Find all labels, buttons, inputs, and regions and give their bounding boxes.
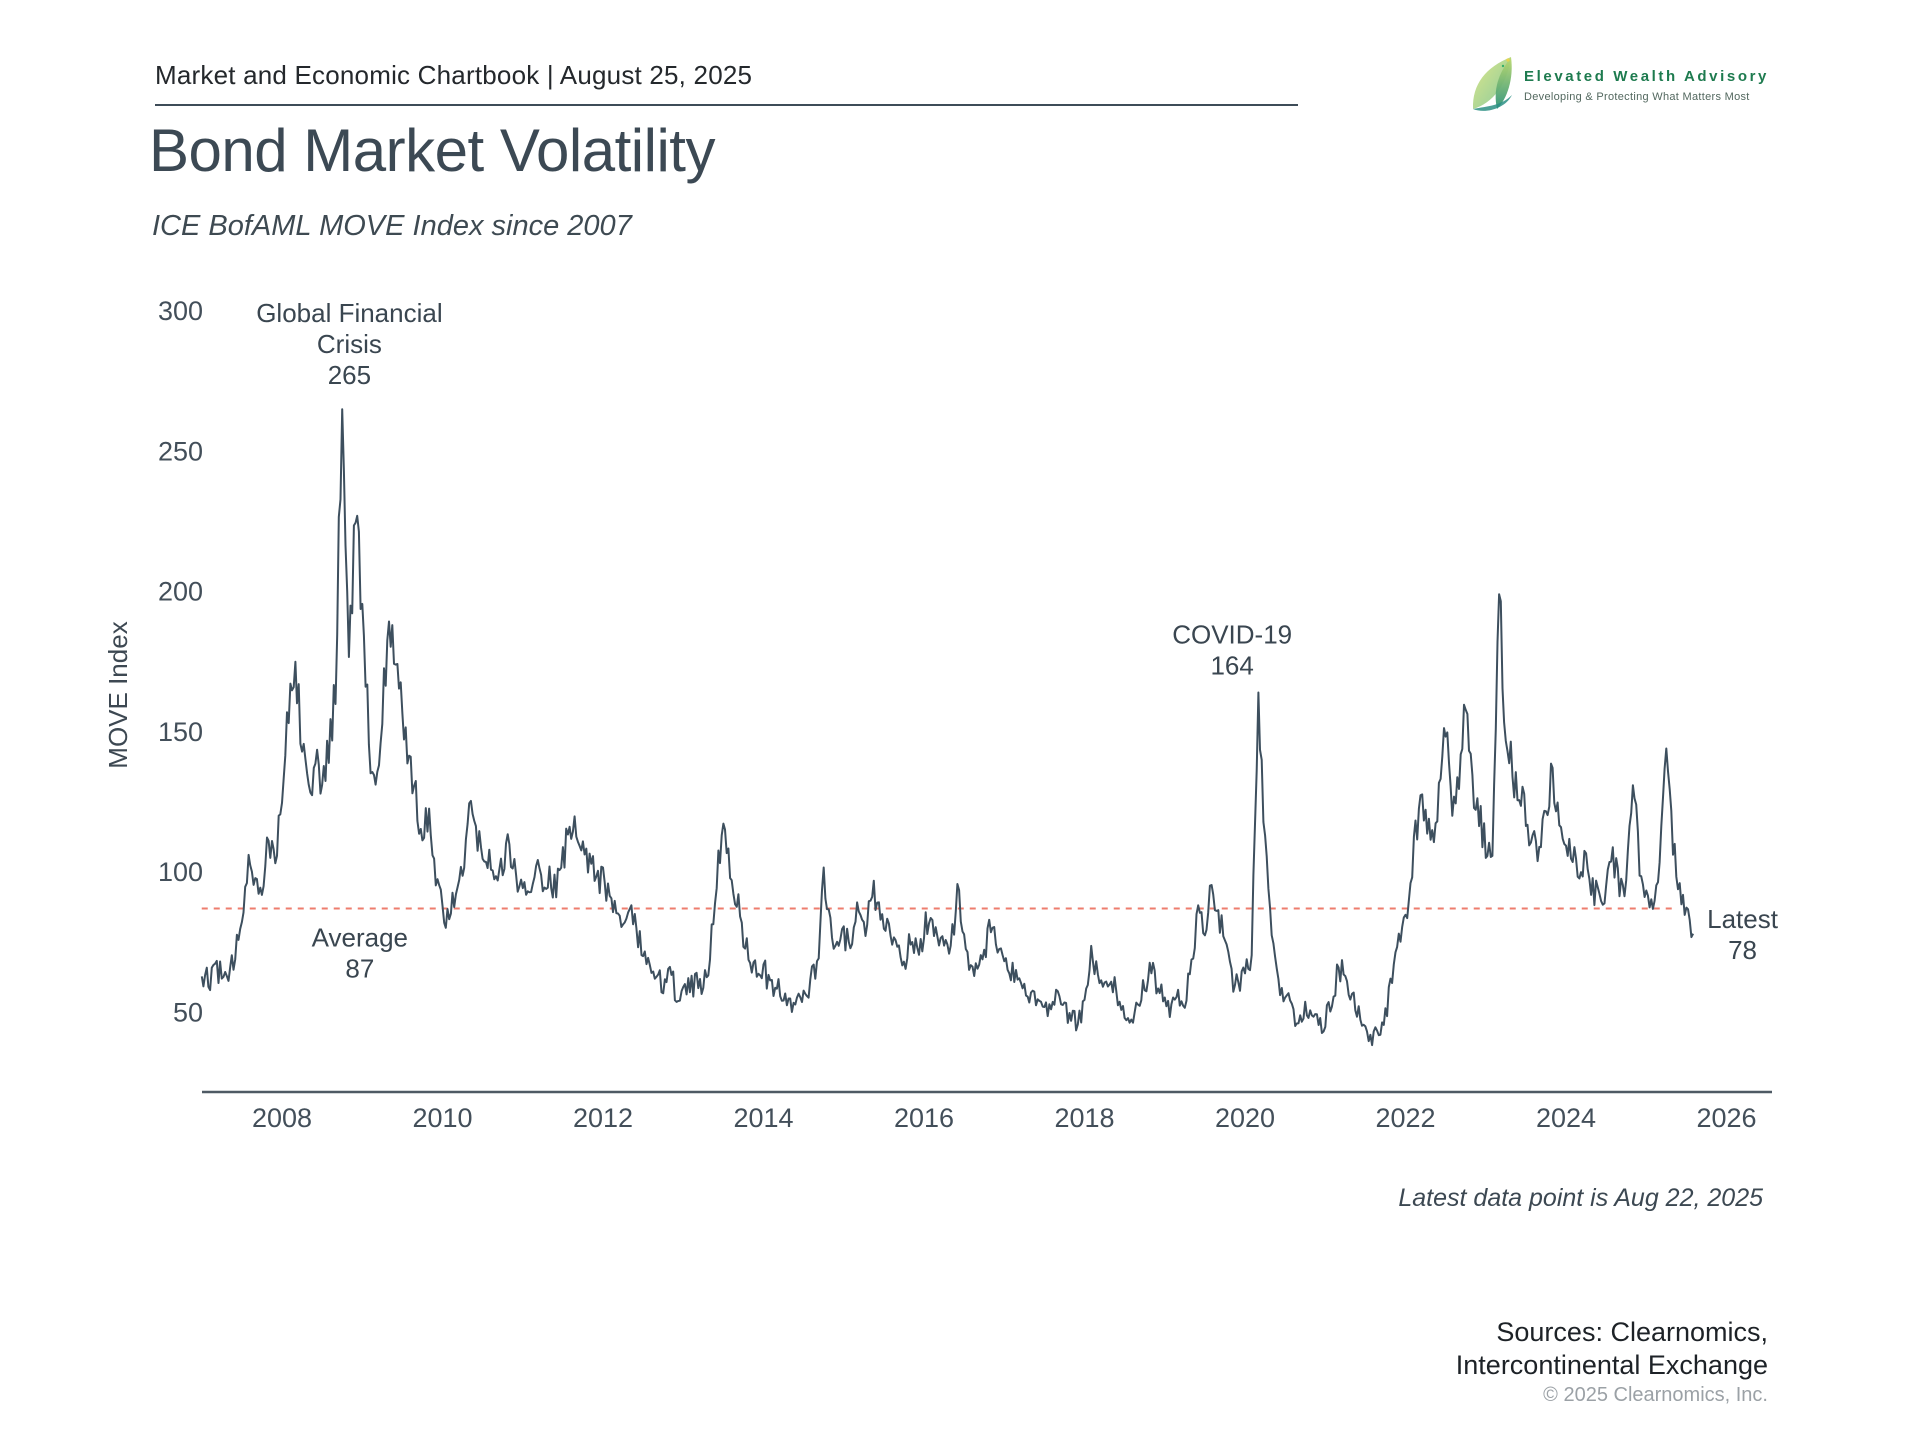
annotation-covid-line2: 164 (1210, 650, 1253, 680)
y-tick-label: 300 (158, 296, 203, 326)
logo-tagline: Developing & Protecting What Matters Mos… (1524, 91, 1750, 103)
page-title: Bond Market Volatility (149, 117, 715, 184)
y-tick-label: 200 (158, 577, 203, 607)
logo-name: Elevated Wealth Advisory (1524, 68, 1769, 85)
x-tick-label: 2014 (733, 1103, 793, 1133)
page-subtitle: ICE BofAML MOVE Index since 2007 (152, 210, 632, 242)
x-tick-label: 2010 (412, 1103, 472, 1133)
x-tick-label: 2024 (1536, 1103, 1596, 1133)
sources-note: Sources: Clearnomics, Intercontinental E… (1456, 1316, 1768, 1382)
annotation-average-line1: Average (312, 922, 408, 952)
annotation-gfc-line1: Global Financial (256, 298, 442, 328)
move-index-series-line (200, 408, 1694, 1047)
annotation-gfc-line2: Crisis (317, 329, 382, 359)
y-tick-label: 50 (173, 997, 203, 1027)
copyright-note: © 2025 Clearnomics, Inc. (1543, 1384, 1768, 1406)
x-tick-label: 2008 (252, 1103, 312, 1133)
y-tick-label: 150 (158, 717, 203, 747)
latest-data-note: Latest data point is Aug 22, 2025 (1398, 1184, 1763, 1212)
y-tick-label: 250 (158, 436, 203, 466)
x-tick-label: 2022 (1375, 1103, 1435, 1133)
annotation-average-line2: 87 (345, 953, 374, 983)
sources-line2: Intercontinental Exchange (1455, 1350, 1768, 1380)
chartbook-header: Market and Economic Chartbook | August 2… (155, 60, 753, 90)
y-tick-label: 100 (158, 857, 203, 887)
x-tick-label: 2012 (573, 1103, 633, 1133)
header-divider (155, 104, 1298, 106)
annotation-gfc-line3: 265 (328, 360, 371, 390)
elevated-wealth-advisory-logo: Elevated Wealth Advisory Developing & Pr… (1468, 54, 1768, 116)
annotation-latest-line1: Latest (1707, 904, 1779, 934)
x-tick-label: 2016 (894, 1103, 954, 1133)
x-tick-label: 2018 (1054, 1103, 1114, 1133)
annotation-latest-line2: 78 (1728, 935, 1757, 965)
annotation-covid-line1: COVID-19 (1172, 619, 1292, 649)
x-tick-label: 2026 (1696, 1103, 1756, 1133)
y-axis-title: MOVE Index (103, 621, 133, 768)
x-tick-label: 2020 (1215, 1103, 1275, 1133)
sources-line1: Sources: Clearnomics, (1496, 1317, 1768, 1347)
leaf-swoosh-icon (1472, 57, 1512, 111)
